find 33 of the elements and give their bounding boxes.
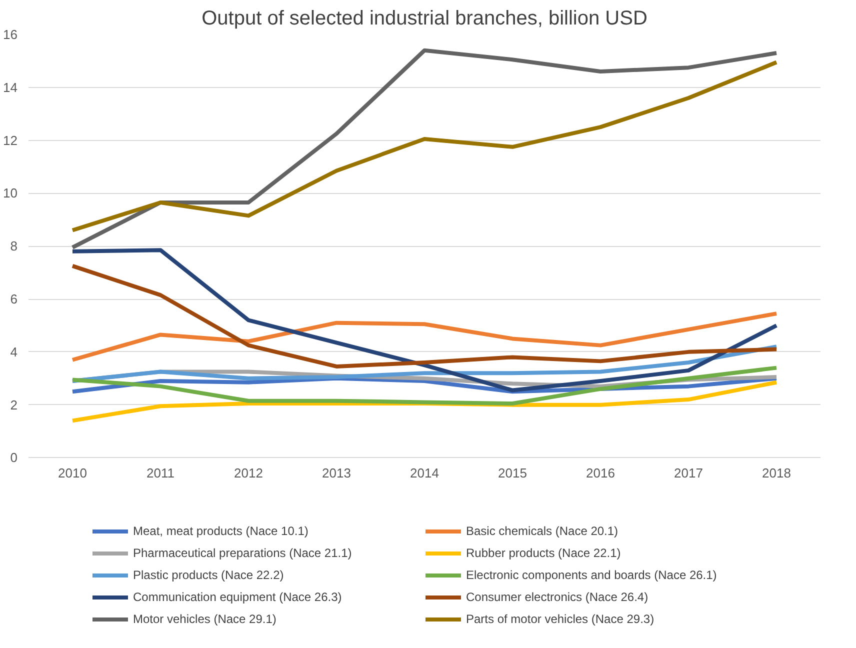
y-tick-label: 4 bbox=[10, 344, 18, 360]
line-series bbox=[70, 366, 778, 406]
legend-label: Pharmaceutical preparations (Nace 21.1) bbox=[133, 546, 353, 560]
x-tick-label: 2013 bbox=[322, 466, 351, 481]
line-series bbox=[70, 312, 778, 362]
legend-label: Consumer electronics (Nace 26.4) bbox=[466, 590, 650, 604]
y-tick-label: 6 bbox=[10, 292, 18, 307]
y-tick-label: 8 bbox=[10, 238, 18, 254]
legend-label: Communication equipment (Nace 26.3) bbox=[133, 590, 343, 604]
chart-title: Output of selected industrial branches, billion USD bbox=[202, 8, 648, 30]
y-tick-label: 2 bbox=[10, 397, 18, 412]
x-tick-label: 2012 bbox=[234, 466, 263, 481]
x-tick-label: 2011 bbox=[146, 466, 174, 481]
legend-label: Basic chemicals (Nace 20.1) bbox=[466, 524, 620, 538]
x-tick-label: 2015 bbox=[498, 466, 527, 481]
y-tick-label: 14 bbox=[3, 80, 18, 95]
legend-label: Electronic components and boards (Nace 26.1) bbox=[466, 568, 718, 582]
legend-label: Parts of motor vehicles (Nace 29.3) bbox=[466, 612, 656, 626]
legend-label: Plastic products (Nace 22.2) bbox=[133, 568, 285, 582]
x-tick-label: 2016 bbox=[586, 466, 615, 481]
x-tick-label: 2018 bbox=[762, 466, 791, 481]
legend-label: Meat, meat products (Nace 10.1) bbox=[133, 524, 310, 538]
x-tick-label: 2010 bbox=[58, 466, 87, 481]
x-tick-label: 2014 bbox=[410, 466, 439, 481]
x-tick-label: 2017 bbox=[674, 466, 703, 481]
y-tick-label: 16 bbox=[3, 27, 18, 42]
y-tick-label: 0 bbox=[10, 450, 18, 466]
line-series bbox=[70, 264, 778, 368]
legend-label: Motor vehicles (Nace 29.1) bbox=[133, 612, 278, 626]
y-tick-label: 10 bbox=[3, 186, 18, 201]
legend-label: Rubber products (Nace 22.1) bbox=[466, 546, 622, 560]
line-series bbox=[70, 248, 778, 392]
y-tick-label: 12 bbox=[3, 132, 18, 148]
